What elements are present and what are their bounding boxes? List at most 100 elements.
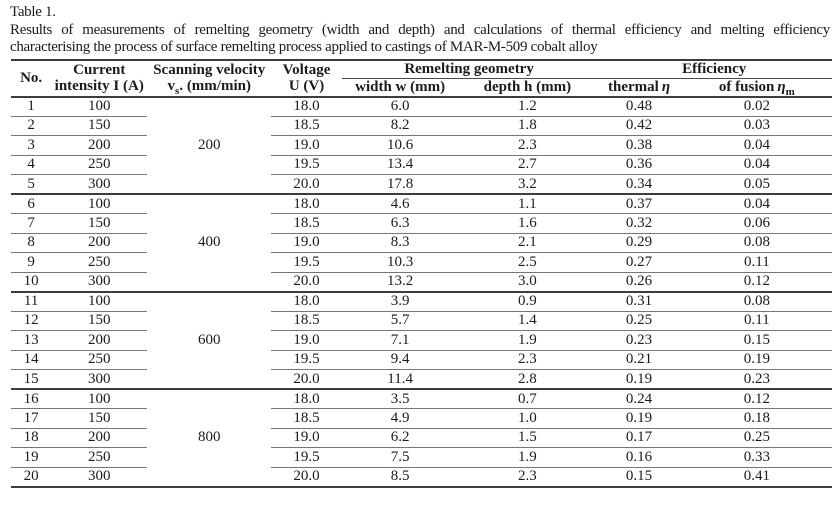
cell-fusion-efficiency: 0.25 (681, 428, 832, 448)
header-scanning-line2: vs. (mm/min) (167, 78, 251, 97)
cell-width: 6.0 (341, 96, 459, 117)
header-scanning-velocity: Scanning velocity vs. (mm/min) (147, 59, 272, 98)
cell-voltage: 19.5 (271, 252, 342, 273)
table-row: 7 150 18.5 6.3 1.6 0.32 0.06 (11, 213, 832, 234)
cell-depth: 1.9 (458, 447, 597, 468)
cell-depth: 1.1 (458, 194, 597, 214)
header-voltage: Voltage U (V) (271, 59, 342, 98)
cell-thermal-efficiency: 0.25 (596, 311, 682, 331)
cell-no: 11 (11, 291, 52, 312)
table-row: 17 150 18.5 4.9 1.0 0.19 0.18 (11, 408, 832, 429)
cell-thermal-efficiency: 0.17 (596, 428, 682, 448)
cell-current-intensity: 100 (51, 96, 148, 117)
cell-no: 19 (11, 447, 52, 468)
cell-fusion-efficiency: 0.04 (681, 194, 832, 214)
cell-no: 18 (11, 428, 52, 448)
cell-no: 5 (11, 174, 52, 195)
header-width: width w (mm) (341, 78, 459, 98)
cell-width: 9.4 (341, 350, 459, 370)
cell-no: 13 (11, 330, 52, 351)
table-row: 9 250 19.5 10.3 2.5 0.27 0.11 (11, 252, 832, 273)
cell-depth: 1.9 (458, 330, 597, 351)
table-row: 20 300 20.0 8.5 2.3 0.15 0.41 (11, 467, 832, 488)
cell-width: 8.3 (341, 233, 459, 253)
cell-width: 4.6 (341, 194, 459, 214)
cell-no: 3 (11, 135, 52, 156)
cell-voltage: 18.0 (271, 96, 342, 117)
cell-width: 6.3 (341, 213, 459, 234)
table-row: 6 100 400 18.0 4.6 1.1 0.37 0.04 (11, 194, 832, 293)
cell-fusion-efficiency: 0.11 (681, 252, 832, 273)
cell-fusion-efficiency: 0.04 (681, 155, 832, 175)
header-current-line2: intensity I (A) (54, 78, 144, 94)
cell-no: 1 (11, 96, 52, 117)
cell-current-intensity: 200 (51, 135, 148, 156)
cell-thermal-efficiency: 0.16 (596, 447, 682, 468)
cell-scanning-velocity: 600 (147, 291, 272, 390)
cell-voltage: 19.0 (271, 428, 342, 448)
cell-width: 3.5 (341, 389, 459, 409)
cell-depth: 1.6 (458, 213, 597, 234)
cell-voltage: 18.0 (271, 389, 342, 409)
header-current-line1: Current (73, 62, 126, 78)
cell-thermal-efficiency: 0.29 (596, 233, 682, 253)
cell-voltage: 19.0 (271, 233, 342, 253)
cell-voltage: 19.5 (271, 350, 342, 370)
cell-width: 10.3 (341, 252, 459, 273)
cell-depth: 3.2 (458, 174, 597, 195)
cell-current-intensity: 300 (51, 174, 148, 195)
cell-no: 15 (11, 369, 52, 390)
table-caption-label: Table 1. (10, 4, 56, 20)
cell-thermal-efficiency: 0.36 (596, 155, 682, 175)
cell-fusion-efficiency: 0.05 (681, 174, 832, 195)
cell-depth: 1.4 (458, 311, 597, 331)
cell-thermal-efficiency: 0.24 (596, 389, 682, 409)
cell-voltage: 19.5 (271, 447, 342, 468)
cell-width: 13.2 (341, 272, 459, 293)
cell-no: 8 (11, 233, 52, 253)
cell-no: 4 (11, 155, 52, 175)
cell-current-intensity: 150 (51, 213, 148, 234)
header-efficiency-group: Efficiency (596, 59, 832, 79)
cell-fusion-efficiency: 0.23 (681, 369, 832, 390)
cell-thermal-efficiency: 0.19 (596, 408, 682, 429)
cell-voltage: 20.0 (271, 174, 342, 195)
table-row: 4 250 19.5 13.4 2.7 0.36 0.04 (11, 155, 832, 175)
cell-width: 8.2 (341, 116, 459, 136)
cell-current-intensity: 150 (51, 311, 148, 331)
cell-depth: 2.8 (458, 369, 597, 390)
table-row: 16 100 800 18.0 3.5 0.7 0.24 0.12 (11, 389, 832, 488)
cell-no: 20 (11, 467, 52, 488)
table-caption-text-line2: characterising the process of surface re… (10, 39, 598, 55)
cell-fusion-efficiency: 0.12 (681, 272, 832, 293)
cell-current-intensity: 300 (51, 467, 148, 488)
cell-current-intensity: 200 (51, 428, 148, 448)
cell-no: 2 (11, 116, 52, 136)
cell-depth: 2.1 (458, 233, 597, 253)
cell-depth: 1.2 (458, 96, 597, 117)
table-row: 10 300 20.0 13.2 3.0 0.26 0.12 (11, 272, 832, 293)
table-row: 13 200 19.0 7.1 1.9 0.23 0.15 (11, 330, 832, 351)
table-row: 19 250 19.5 7.5 1.9 0.16 0.33 (11, 447, 832, 468)
cell-voltage: 19.0 (271, 330, 342, 351)
cell-fusion-efficiency: 0.33 (681, 447, 832, 468)
header-row-groups: No. Current intensity I (A) Scanning vel… (11, 59, 832, 98)
cell-width: 5.7 (341, 311, 459, 331)
cell-fusion-efficiency: 0.02 (681, 96, 832, 117)
cell-depth: 0.9 (458, 291, 597, 312)
header-current-intensity: Current intensity I (A) (51, 59, 148, 98)
cell-thermal-efficiency: 0.32 (596, 213, 682, 234)
cell-depth: 2.3 (458, 467, 597, 488)
cell-depth: 2.3 (458, 135, 597, 156)
cell-voltage: 19.5 (271, 155, 342, 175)
header-voltage-line1: Voltage (282, 62, 331, 78)
results-table: No. Current intensity I (A) Scanning vel… (11, 58, 832, 488)
cell-current-intensity: 300 (51, 369, 148, 390)
cell-width: 11.4 (341, 369, 459, 390)
table-row: 18 200 19.0 6.2 1.5 0.17 0.25 (11, 428, 832, 448)
cell-no: 12 (11, 311, 52, 331)
cell-width: 13.4 (341, 155, 459, 175)
cell-no: 10 (11, 272, 52, 293)
cell-fusion-efficiency: 0.41 (681, 467, 832, 488)
cell-depth: 1.0 (458, 408, 597, 429)
